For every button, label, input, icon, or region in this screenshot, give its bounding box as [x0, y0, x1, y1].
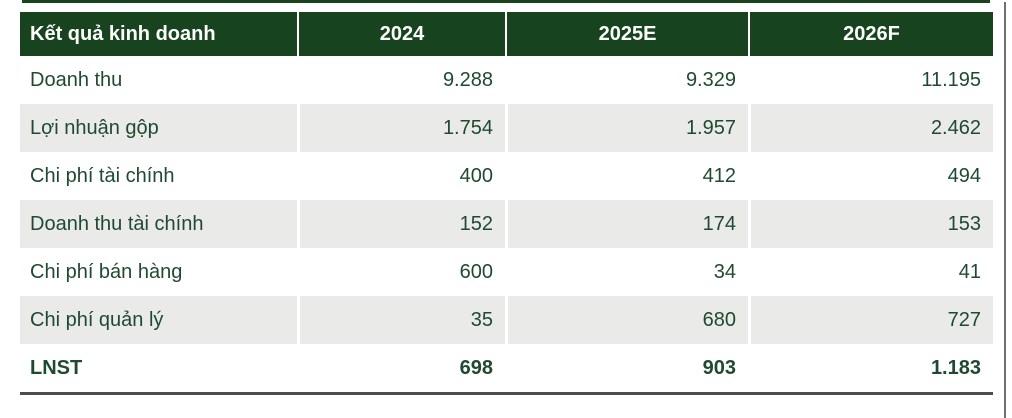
- table-row: Doanh thu 9.288 9.329 11.195: [20, 56, 993, 104]
- value-cell: 9.288: [297, 56, 505, 104]
- value-cell: 1.183: [748, 344, 993, 392]
- value-cell: 680: [505, 296, 748, 344]
- value-cell: 2.462: [748, 104, 993, 152]
- header-cell-metric: Kết quả kinh doanh: [20, 12, 297, 56]
- row-label-cell: Chi phí quản lý: [20, 296, 297, 344]
- header-cell-2025e: 2025E: [505, 12, 748, 56]
- row-label-cell: Lợi nhuận gộp: [20, 104, 297, 152]
- value-cell: 35: [297, 296, 505, 344]
- top-divider-rule: [22, 0, 990, 3]
- value-cell: 400: [297, 152, 505, 200]
- header-cell-2026f: 2026F: [748, 12, 993, 56]
- header-cell-2024: 2024: [297, 12, 505, 56]
- value-cell: 11.195: [748, 56, 993, 104]
- value-cell: 1.957: [505, 104, 748, 152]
- value-cell: 1.754: [297, 104, 505, 152]
- table-row: LNST 698 903 1.183: [20, 344, 993, 392]
- value-cell: 34: [505, 248, 748, 296]
- table-row: Doanh thu tài chính 152 174 153: [20, 200, 993, 248]
- value-cell: 153: [748, 200, 993, 248]
- value-cell: 494: [748, 152, 993, 200]
- table-row: Lợi nhuận gộp 1.754 1.957 2.462: [20, 104, 993, 152]
- table-body: Doanh thu 9.288 9.329 11.195 Lợi nhuận gộp 1.…: [20, 56, 993, 392]
- value-cell: 412: [505, 152, 748, 200]
- row-label-cell: Chi phí tài chính: [30, 164, 175, 187]
- value-cell: 727: [748, 296, 993, 344]
- right-edge-rule: [1004, 2, 1006, 418]
- value-cell: 174: [505, 200, 748, 248]
- value-cell: 600: [297, 248, 505, 296]
- value-cell: 152: [297, 200, 505, 248]
- value-cell: 41: [748, 248, 993, 296]
- value-cell: 698: [297, 344, 505, 392]
- table-row: Chi phí quản lý 35 680 727: [20, 296, 993, 344]
- value-cell: 903: [505, 344, 748, 392]
- table-row: Chi phí tài chính 400 412 494: [20, 152, 993, 200]
- table-row: Chi phí bán hàng 600 34 41: [20, 248, 993, 296]
- row-label-cell: Chi phí bán hàng: [30, 260, 183, 283]
- row-label-cell: LNST: [30, 356, 83, 379]
- value-cell: 9.329: [505, 56, 748, 104]
- financial-results-table: Kết quả kinh doanh 2024 2025E 2026F Doan…: [20, 12, 993, 395]
- row-label-cell: Doanh thu: [30, 68, 123, 91]
- row-label-cell: Doanh thu tài chính: [20, 200, 297, 248]
- header-row: Kết quả kinh doanh 2024 2025E 2026F: [20, 12, 993, 56]
